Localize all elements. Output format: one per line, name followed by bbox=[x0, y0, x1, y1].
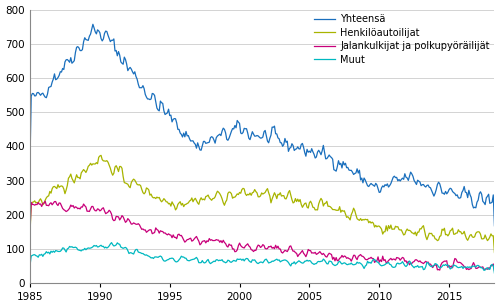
Yhteensä bbox=[27, 157, 33, 161]
Henkilöautoilijat bbox=[320, 204, 326, 208]
Line: Muut: Muut bbox=[30, 243, 494, 273]
Jalankulkijat ja polkupyöräilijät bbox=[364, 258, 370, 261]
Yhteensä bbox=[90, 22, 96, 26]
Muut bbox=[108, 241, 114, 245]
Henkilöautoilijat bbox=[83, 171, 89, 174]
Henkilöautoilijat bbox=[212, 195, 218, 199]
Yhteensä bbox=[180, 135, 186, 139]
Henkilöautoilijat bbox=[98, 153, 104, 157]
Muut bbox=[180, 255, 186, 259]
Muut bbox=[492, 271, 498, 275]
Henkilöautoilijat bbox=[180, 201, 186, 205]
Henkilöautoilijat bbox=[492, 251, 498, 254]
Muut bbox=[320, 257, 326, 261]
Henkilöautoilijat bbox=[27, 231, 33, 234]
Muut bbox=[364, 263, 370, 267]
Yhteensä bbox=[212, 141, 218, 145]
Henkilöautoilijat bbox=[366, 221, 372, 225]
Legend: Yhteensä, Henkilöautoilijat, Jalankulkijat ja polkupyöräilijät, Muut: Yhteensä, Henkilöautoilijat, Jalankulkij… bbox=[312, 12, 492, 67]
Muut bbox=[366, 261, 372, 265]
Jalankulkijat ja polkupyöräilijät bbox=[320, 252, 326, 255]
Jalankulkijat ja polkupyöräilijät bbox=[212, 239, 218, 242]
Line: Henkilöautoilijat: Henkilöautoilijat bbox=[30, 155, 494, 253]
Jalankulkijat ja polkupyöräilijät bbox=[42, 199, 48, 203]
Jalankulkijat ja polkupyöräilijät bbox=[27, 227, 33, 231]
Jalankulkijat ja polkupyöräilijät bbox=[492, 268, 498, 272]
Muut bbox=[83, 248, 89, 252]
Line: Jalankulkijat ja polkupyöräilijät: Jalankulkijat ja polkupyöräilijät bbox=[30, 201, 494, 270]
Yhteensä bbox=[320, 144, 326, 147]
Muut bbox=[27, 264, 33, 267]
Jalankulkijat ja polkupyöräilijät bbox=[366, 257, 372, 260]
Jalankulkijat ja polkupyöräilijät bbox=[84, 209, 90, 213]
Yhteensä bbox=[364, 181, 370, 185]
Yhteensä bbox=[492, 224, 498, 228]
Muut bbox=[212, 260, 218, 263]
Henkilöautoilijat bbox=[364, 218, 370, 221]
Line: Yhteensä: Yhteensä bbox=[30, 24, 494, 226]
Yhteensä bbox=[366, 185, 372, 188]
Yhteensä bbox=[83, 38, 89, 41]
Jalankulkijat ja polkupyöräilijät bbox=[180, 236, 186, 239]
